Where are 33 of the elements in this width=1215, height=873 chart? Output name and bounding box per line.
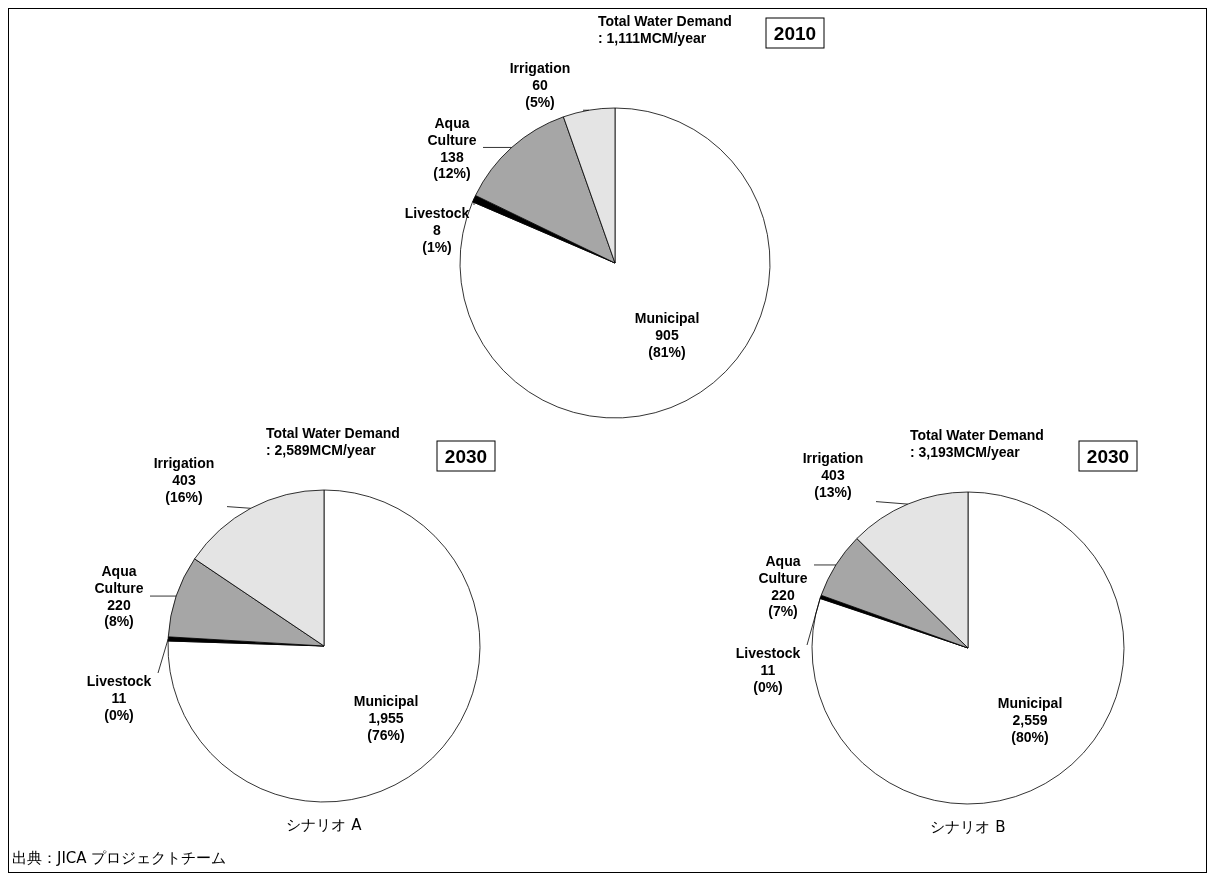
data-label: 403 (13%)	[814, 466, 852, 500]
slice-label: Aqua Culture	[94, 563, 144, 596]
slice-label: Aqua Culture	[427, 115, 477, 148]
slice-label: Municipal	[997, 695, 1063, 711]
data-label: 11 (0%)	[104, 689, 134, 723]
slice-label: Irrigation	[509, 60, 571, 76]
data-label: 138 (12%)	[433, 148, 471, 182]
chart-title: Total Water Demand : 2,589MCM/year	[266, 425, 400, 458]
slice-label: Municipal	[634, 310, 700, 326]
slice-label: Irrigation	[153, 455, 215, 471]
slice-label: Aqua Culture	[758, 553, 808, 586]
source-note: 出典：JICA プロジェクトチーム	[12, 849, 227, 867]
data-label: 8 (1%)	[422, 221, 452, 255]
text: シナリオ A	[286, 816, 363, 834]
slice-label: Irrigation	[802, 450, 864, 466]
slice-label: Livestock	[86, 673, 152, 689]
data-label: 220 (8%)	[104, 596, 134, 630]
data-label: 1,955 (76%)	[367, 709, 405, 743]
chart-title: Total Water Demand : 1,111MCM/year	[598, 13, 732, 46]
chart-title: Total Water Demand : 3,193MCM/year	[910, 427, 1044, 460]
data-label: 2,559 (80%)	[1011, 711, 1049, 745]
chart-subtitle: 2010	[773, 23, 817, 44]
chart-subtitle: 2030	[1086, 446, 1130, 467]
slice-label: Livestock	[404, 205, 470, 221]
data-label: 11 (0%)	[753, 661, 783, 695]
data-label: 905 (81%)	[648, 326, 686, 360]
chart-subtitle: 2030	[444, 446, 488, 467]
text: シナリオ B	[930, 818, 1006, 836]
data-label: 220 (7%)	[768, 586, 798, 620]
data-label: 403 (16%)	[165, 471, 203, 505]
slice-label: Livestock	[735, 645, 801, 661]
data-label: 60 (5%)	[525, 76, 555, 110]
slice-label: Municipal	[353, 693, 419, 709]
